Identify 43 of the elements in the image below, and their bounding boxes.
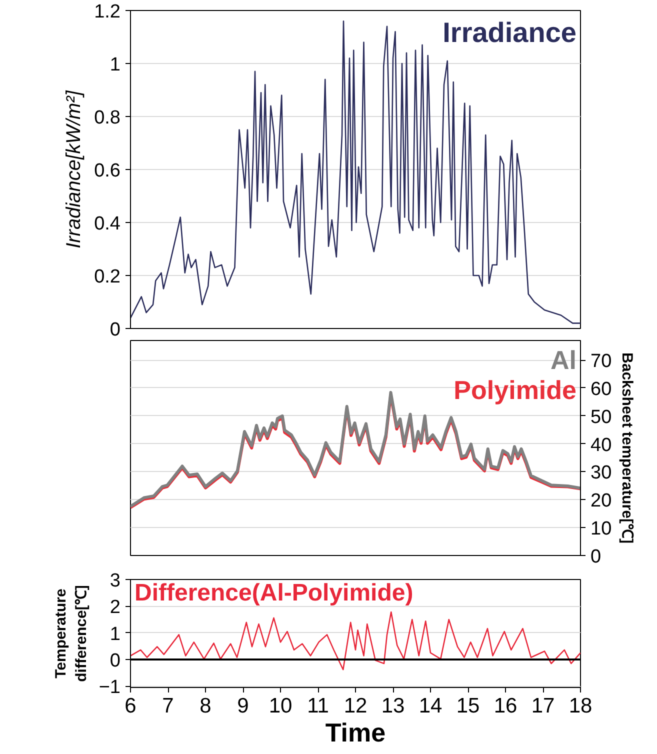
- y-tick-label: −1: [98, 677, 121, 698]
- y2-tick-label: 0: [590, 546, 602, 568]
- x-tick-label: 12: [344, 694, 368, 718]
- x-tick-label: 18: [568, 694, 592, 718]
- y-axis-title: Irradiance[kW/m²]: [63, 90, 86, 248]
- y2-tick-label: 70: [590, 351, 612, 372]
- x-tick-label: 8: [200, 694, 212, 718]
- y-tick-label: 0.4: [94, 214, 121, 234]
- y-tick-label: 1.2: [94, 2, 121, 22]
- text: Al: [550, 344, 576, 375]
- x-tick-label: 15: [456, 694, 480, 718]
- y-tick-label: 0: [110, 320, 121, 340]
- y2-tick-label: 10: [590, 518, 612, 540]
- y-tick-label: 0.2: [94, 266, 121, 288]
- y-tick-label: 1: [110, 54, 121, 76]
- y2-tick-label: 60: [590, 378, 612, 400]
- y2-tick-label: 40: [590, 434, 612, 456]
- y2-axis-title: Backsheet temperature[℃]: [618, 352, 636, 544]
- series-label: Difference(Al-Polyimide): [134, 580, 414, 606]
- y2-tick-label: 30: [590, 462, 612, 484]
- y2-tick-label: 50: [590, 406, 612, 428]
- line-series: [130, 20, 580, 324]
- y-tick-label: 0.8: [94, 108, 121, 128]
- series-label: Polyimide: [454, 374, 577, 405]
- y-tick-label: 0.6: [94, 160, 121, 182]
- y-tick-label: 3: [110, 570, 121, 592]
- x-tick-label: 6: [124, 694, 136, 718]
- line-series: [130, 611, 580, 670]
- y2-tick-label: 20: [590, 490, 612, 512]
- x-tick-label: 7: [162, 694, 174, 718]
- x-tick-label: 14: [418, 694, 442, 718]
- x-tick-label: 9: [237, 694, 249, 718]
- x-axis-title: Time: [325, 718, 386, 748]
- x-tick-label: 11: [307, 694, 329, 718]
- y-tick-label: 0: [110, 650, 121, 672]
- x-tick-label: 16: [494, 694, 518, 718]
- y-tick-label: 2: [110, 597, 121, 618]
- x-tick-label: 13: [381, 694, 405, 718]
- y-axis-title: Temperature difference[℃]: [52, 585, 90, 682]
- series-label: Irradiance: [442, 16, 577, 48]
- x-tick-label: 10: [268, 694, 292, 718]
- y-tick-label: 1: [110, 624, 121, 645]
- x-tick-label: 17: [531, 694, 555, 718]
